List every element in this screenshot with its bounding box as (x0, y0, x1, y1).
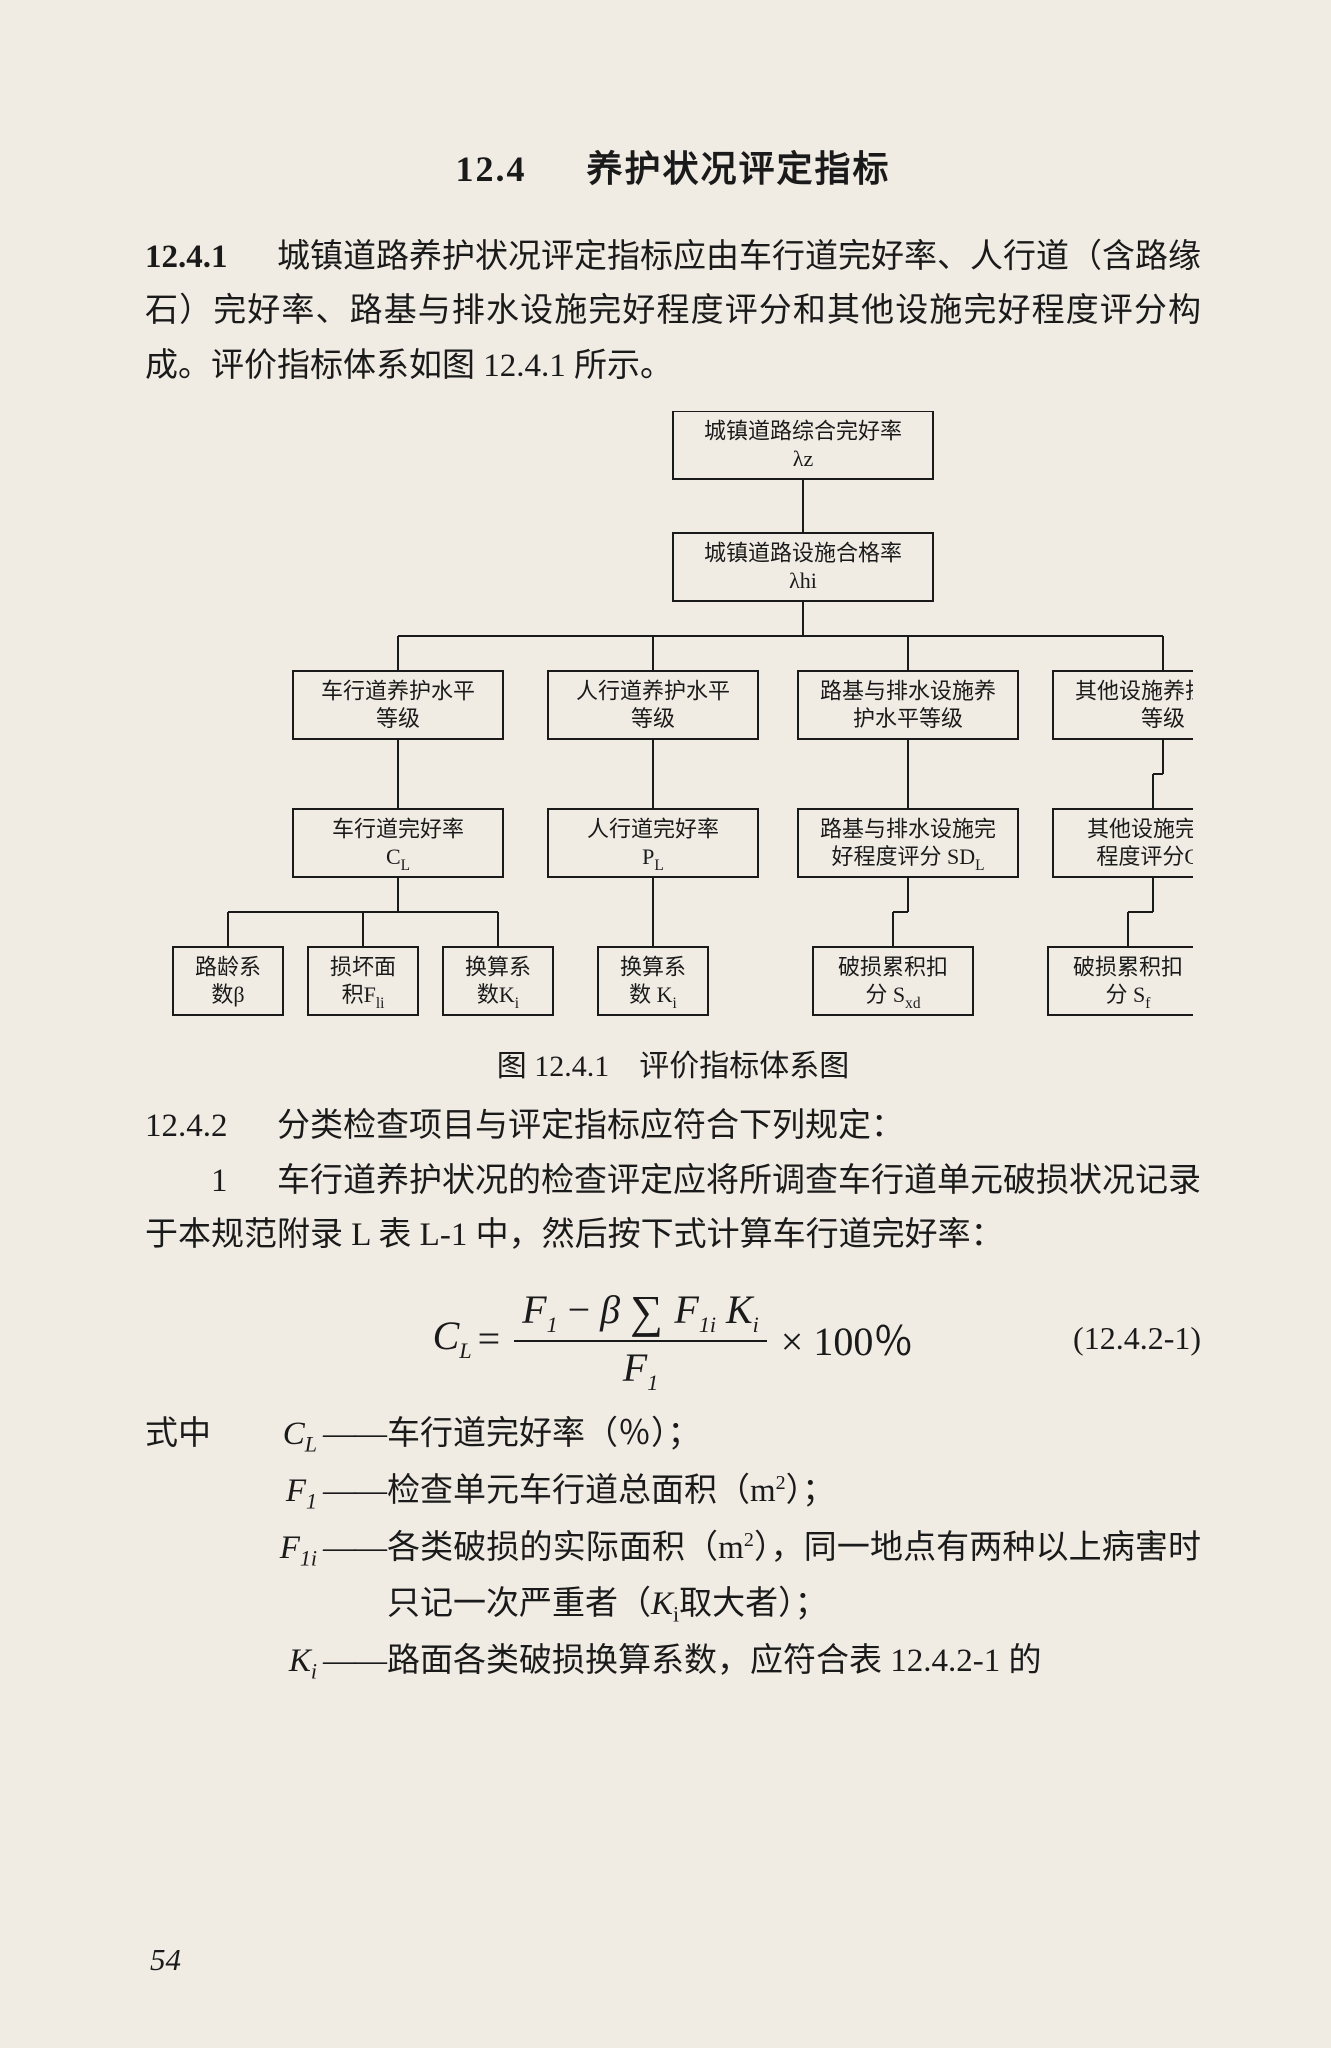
tree-node-label: 等级 (631, 706, 675, 731)
formula-denominator: F1 (615, 1344, 666, 1396)
tree-node-label: 路龄系 (195, 955, 261, 980)
tree-diagram: 城镇道路综合完好率λz城镇道路设施合格率λhi车行道养护水平等级人行道养护水平等… (153, 411, 1193, 1031)
para-text: 城镇道路养护状况评定指标应由车行道完好率、人行道（含路缘石）完好率、路基与排水设… (145, 239, 1201, 384)
tree-node-label: λz (793, 446, 814, 471)
paragraph-12-4-1: 12.4.1 城镇道路养护状况评定指标应由车行道完好率、人行道（含路缘石）完好率… (145, 230, 1201, 393)
tree-node-label: 等级 (376, 706, 420, 731)
where-symbol: F1 (245, 1463, 321, 1520)
tree-node-label: 数β (211, 982, 244, 1007)
section-title: 12.4 养护状况评定指标 (145, 140, 1201, 192)
formula: CL = F1 − β ∑ F1i Ki F1 × 100％ (433, 1281, 914, 1396)
tree-node-label: 城镇道路设施合格率 (704, 541, 902, 566)
item-1: 1 车行道养护状况的检查评定应将所调查车行道单元破损状况记录于本规范附录 L 表… (145, 1154, 1201, 1263)
where-symbol: Ki (245, 1633, 321, 1690)
figure-caption: 图 12.4.1 评价指标体系图 (145, 1041, 1201, 1085)
equation-number: (12.4.2-1) (1073, 1320, 1201, 1357)
where-text: 检查单元车行道总面积（m2）； (387, 1463, 1201, 1519)
tree-node-label: 人行道养护水平 (576, 679, 730, 704)
where-row: F1i——各类破损的实际面积（m2），同一地点有两种以上病害时只记一次严重者（K… (145, 1520, 1201, 1633)
page: 12.4 养护状况评定指标 12.4.1 城镇道路养护状况评定指标应由车行道完好… (0, 0, 1331, 2048)
para2-num: 12.4.2 (145, 1108, 228, 1144)
where-row: F1——检查单元车行道总面积（m2）； (145, 1463, 1201, 1520)
tree-node-label: 人行道完好率 (587, 817, 719, 842)
item1-text: 车行道养护状况的检查评定应将所调查车行道单元破损状况记录于本规范附录 L 表 L… (145, 1163, 1201, 1253)
tree-node-label: 城镇道路综合完好率 (704, 419, 902, 444)
tree-node-label: 车行道完好率 (332, 817, 464, 842)
tree-node-label: 路基与排水设施完 (820, 817, 996, 842)
tree-node-label: 破损累积扣 (1073, 955, 1183, 980)
formula-lhs: CL (433, 1312, 472, 1364)
formula-numerator: F1 − β ∑ F1i Ki (514, 1281, 767, 1338)
where-lead: 式中 (145, 1406, 245, 1462)
where-row: Ki——路面各类破损换算系数，应符合表 12.4.2-1 的 (145, 1633, 1201, 1690)
tree-svg: 城镇道路综合完好率λz城镇道路设施合格率λhi车行道养护水平等级人行道养护水平等… (153, 411, 1193, 1031)
tree-node-label: 其他设施养护水平 (1075, 679, 1193, 704)
section-number: 12.4 (455, 149, 526, 189)
tree-node-label: 换算系 (620, 955, 686, 980)
tree-node-label: 车行道养护水平 (321, 679, 475, 704)
where-text: 车行道完好率（％）； (387, 1406, 1201, 1462)
section-title-text: 养护状况评定指标 (587, 149, 891, 189)
para2-lead: 分类检查项目与评定指标应符合下列规定： (277, 1108, 904, 1144)
tree-node-label: 护水平等级 (853, 706, 963, 731)
tree-node-label: 损坏面 (330, 955, 396, 980)
tree-node-label: 换算系 (465, 955, 531, 980)
where-text: 各类破损的实际面积（m2），同一地点有两种以上病害时只记一次严重者（Ki取大者）… (387, 1520, 1201, 1633)
paragraph-12-4-2: 12.4.2 分类检查项目与评定指标应符合下列规定： (145, 1099, 1201, 1153)
formula-fraction: F1 − β ∑ F1i Ki F1 (514, 1281, 767, 1396)
tree-node-label: 破损累积扣 (838, 955, 948, 980)
where-dash: —— (321, 1520, 387, 1576)
where-dash: —— (321, 1463, 387, 1519)
tree-node-label: λhi (789, 568, 817, 593)
page-number: 54 (150, 1942, 181, 1978)
where-dash: —— (321, 1406, 387, 1462)
where-row: 式中CL——车行道完好率（％）； (145, 1406, 1201, 1463)
where-dash: —— (321, 1633, 387, 1689)
where-symbol: F1i (245, 1520, 321, 1577)
formula-row: CL = F1 − β ∑ F1i Ki F1 × 100％ (12.4.2-1… (145, 1281, 1201, 1396)
para-num: 12.4.1 (145, 239, 228, 275)
tree-node-label: 其他设施完好 (1087, 817, 1193, 842)
where-block: 式中CL——车行道完好率（％）；F1——检查单元车行道总面积（m2）；F1i——… (145, 1406, 1201, 1690)
tree-node-label: 路基与排水设施养 (820, 679, 996, 704)
where-text: 路面各类破损换算系数，应符合表 12.4.2-1 的 (387, 1633, 1201, 1689)
where-symbol: CL (245, 1406, 321, 1463)
tree-node-label: 等级 (1141, 706, 1185, 731)
item1-num: 1 (211, 1163, 228, 1199)
formula-tail: × 100％ (781, 1309, 914, 1367)
